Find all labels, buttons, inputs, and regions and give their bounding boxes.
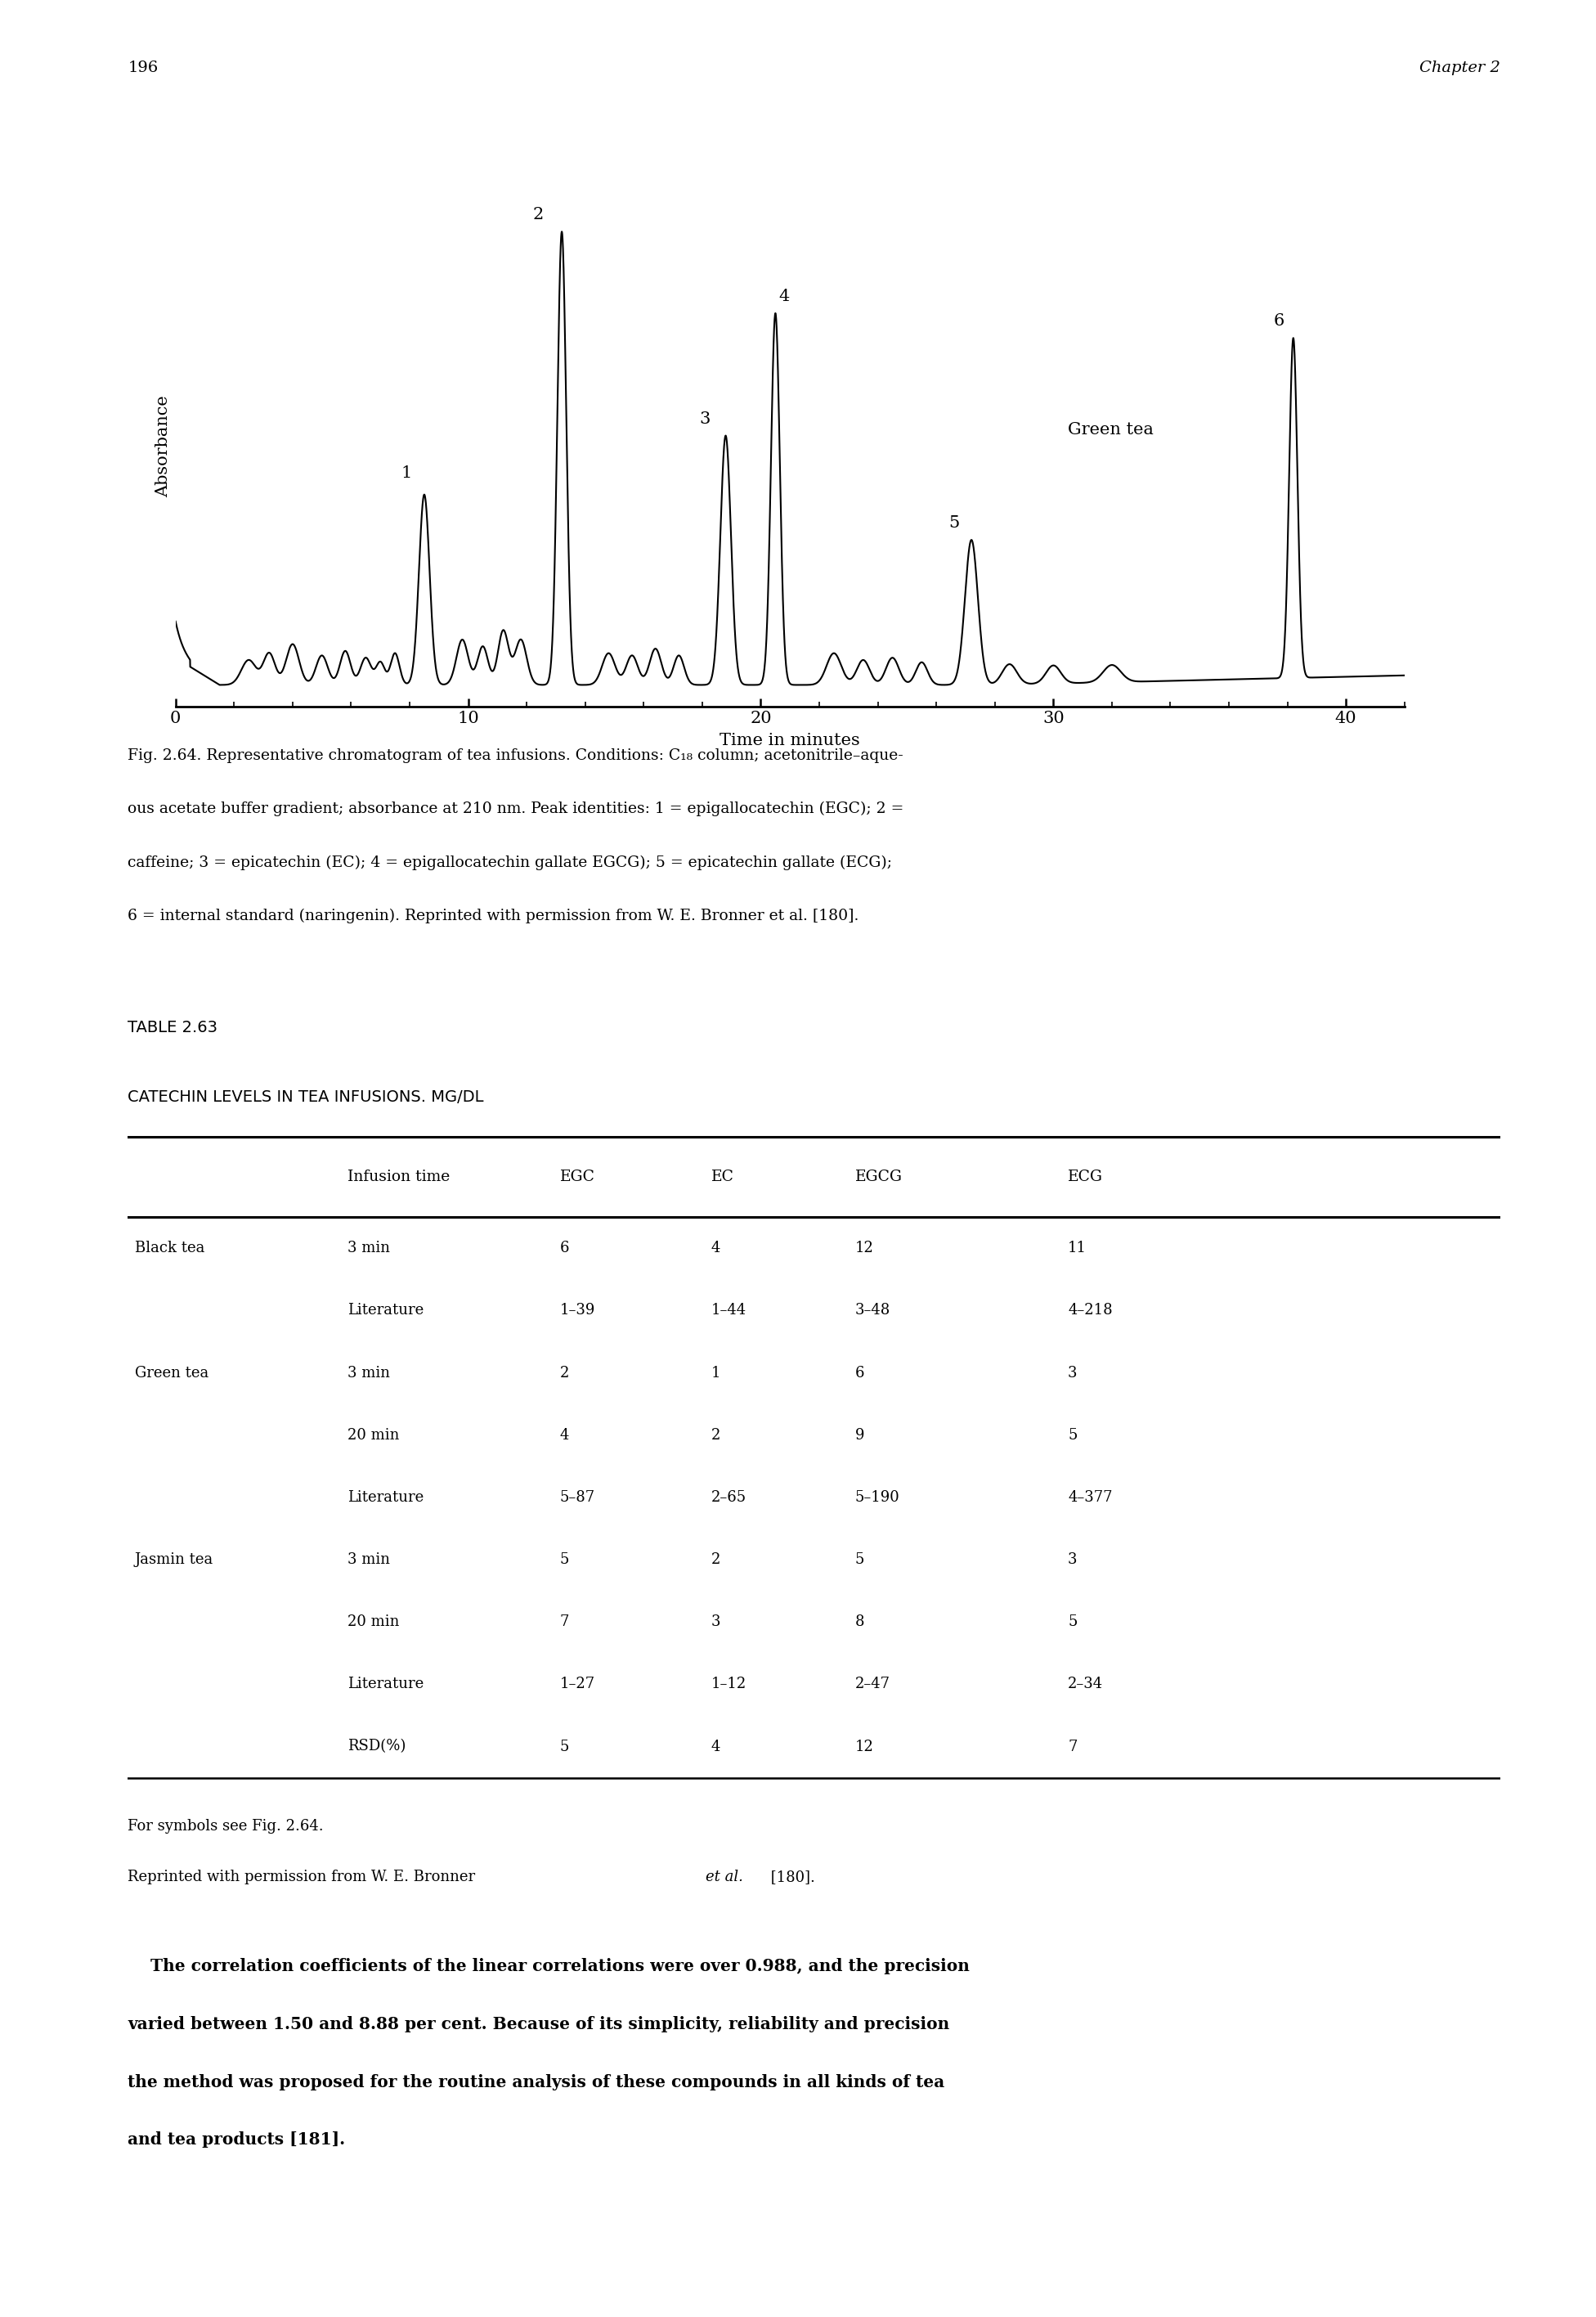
Text: Green tea: Green tea [1068, 422, 1154, 438]
Text: 5: 5 [560, 1740, 570, 1754]
Text: Chapter 2: Chapter 2 [1419, 60, 1500, 74]
Text: 4–218: 4–218 [1068, 1302, 1112, 1318]
Text: ous acetate buffer gradient; absorbance at 210 nm. Peak identities: 1 = epigallo: ous acetate buffer gradient; absorbance … [128, 802, 903, 816]
Text: 3: 3 [710, 1615, 720, 1629]
Text: [180].: [180]. [766, 1870, 816, 1884]
Text: 6: 6 [560, 1242, 570, 1256]
Text: 3 min: 3 min [348, 1242, 389, 1256]
Text: caffeine; 3 = epicatechin (EC); 4 = epigallocatechin gallate EGCG); 5 = epicatec: caffeine; 3 = epicatechin (EC); 4 = epig… [128, 855, 892, 869]
Text: 6: 6 [855, 1365, 865, 1381]
Text: 7: 7 [1068, 1740, 1077, 1754]
Text: 5: 5 [855, 1552, 865, 1566]
Text: Literature: Literature [348, 1302, 423, 1318]
Text: 4: 4 [779, 290, 790, 304]
Text: 196: 196 [128, 60, 158, 74]
Text: Literature: Literature [348, 1490, 423, 1504]
Text: EGC: EGC [560, 1170, 595, 1184]
Text: Green tea: Green tea [134, 1365, 209, 1381]
Text: 20 min: 20 min [348, 1427, 399, 1443]
Text: The correlation coefficients of the linear correlations were over 0.988, and the: The correlation coefficients of the line… [128, 1958, 970, 1974]
Text: 2: 2 [533, 206, 544, 222]
Text: 7: 7 [560, 1615, 570, 1629]
Text: 3 min: 3 min [348, 1365, 389, 1381]
Text: RSD(%): RSD(%) [348, 1740, 405, 1754]
Text: 4: 4 [710, 1242, 720, 1256]
Text: 12: 12 [855, 1242, 875, 1256]
Text: 12: 12 [855, 1740, 875, 1754]
Text: 3 min: 3 min [348, 1552, 389, 1566]
Text: 11: 11 [1068, 1242, 1087, 1256]
Text: 5–190: 5–190 [855, 1490, 900, 1504]
Text: 2: 2 [710, 1427, 720, 1443]
Text: Fig. 2.64. Representative chromatogram of tea infusions. Conditions: C₁₈ column;: Fig. 2.64. Representative chromatogram o… [128, 748, 903, 762]
Text: 6: 6 [1274, 313, 1285, 329]
Text: Black tea: Black tea [134, 1242, 204, 1256]
Text: 1: 1 [401, 466, 412, 482]
Text: 3–48: 3–48 [855, 1302, 891, 1318]
Text: TABLE 2.63: TABLE 2.63 [128, 1019, 217, 1036]
Text: et al.: et al. [705, 1870, 744, 1884]
Text: and tea products [181].: and tea products [181]. [128, 2132, 345, 2148]
Text: Jasmin tea: Jasmin tea [134, 1552, 214, 1566]
Text: 1: 1 [710, 1365, 720, 1381]
Text: 3: 3 [1068, 1365, 1077, 1381]
Text: varied between 1.50 and 8.88 per cent. Because of its simplicity, reliability an: varied between 1.50 and 8.88 per cent. B… [128, 2016, 950, 2032]
Text: 5–87: 5–87 [560, 1490, 595, 1504]
Text: 5: 5 [560, 1552, 570, 1566]
Y-axis label: Absorbance: Absorbance [155, 394, 171, 498]
Text: 2: 2 [710, 1552, 720, 1566]
Text: For symbols see Fig. 2.64.: For symbols see Fig. 2.64. [128, 1819, 324, 1833]
Text: ECG: ECG [1068, 1170, 1103, 1184]
Text: 1–39: 1–39 [560, 1302, 595, 1318]
Text: 6 = internal standard (naringenin). Reprinted with permission from W. E. Bronner: 6 = internal standard (naringenin). Repr… [128, 908, 859, 922]
Text: 9: 9 [855, 1427, 865, 1443]
Text: 5: 5 [1068, 1427, 1077, 1443]
Text: EGCG: EGCG [855, 1170, 903, 1184]
Text: Reprinted with permission from W. E. Bronner: Reprinted with permission from W. E. Bro… [128, 1870, 480, 1884]
Text: 2: 2 [560, 1365, 570, 1381]
Text: 5: 5 [1068, 1615, 1077, 1629]
Text: 5: 5 [948, 514, 959, 531]
Text: 3: 3 [699, 410, 710, 426]
Text: 8: 8 [855, 1615, 865, 1629]
Text: 2–34: 2–34 [1068, 1678, 1103, 1691]
Text: 4: 4 [710, 1740, 720, 1754]
Text: 3: 3 [1068, 1552, 1077, 1566]
Text: 20 min: 20 min [348, 1615, 399, 1629]
Text: the method was proposed for the routine analysis of these compounds in all kinds: the method was proposed for the routine … [128, 2074, 945, 2090]
X-axis label: Time in minutes: Time in minutes [720, 732, 860, 748]
Text: EC: EC [710, 1170, 734, 1184]
Text: 1–44: 1–44 [710, 1302, 747, 1318]
Text: 2–65: 2–65 [710, 1490, 747, 1504]
Text: Literature: Literature [348, 1678, 423, 1691]
Text: 1–12: 1–12 [710, 1678, 747, 1691]
Text: CATECHIN LEVELS IN TEA INFUSIONS. MG/DL: CATECHIN LEVELS IN TEA INFUSIONS. MG/DL [128, 1089, 484, 1105]
Text: 4–377: 4–377 [1068, 1490, 1112, 1504]
Text: 2–47: 2–47 [855, 1678, 891, 1691]
Text: Infusion time: Infusion time [348, 1170, 450, 1184]
Text: 4: 4 [560, 1427, 570, 1443]
Text: 1–27: 1–27 [560, 1678, 595, 1691]
